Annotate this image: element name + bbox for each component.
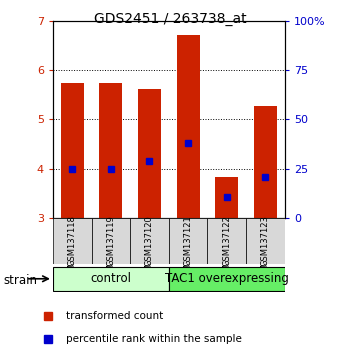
- Text: GSM137118: GSM137118: [68, 215, 77, 266]
- Text: control: control: [90, 272, 131, 285]
- Bar: [169, 218, 207, 264]
- Text: percentile rank within the sample: percentile rank within the sample: [66, 334, 242, 344]
- Bar: [207, 218, 246, 264]
- Bar: [99, 82, 122, 218]
- Bar: [254, 106, 277, 218]
- Text: GSM137121: GSM137121: [183, 215, 193, 266]
- Text: GSM137120: GSM137120: [145, 215, 154, 266]
- Bar: [61, 82, 84, 218]
- Bar: [53, 218, 91, 264]
- Bar: [169, 267, 285, 291]
- Text: GSM137123: GSM137123: [261, 215, 270, 266]
- Bar: [130, 218, 169, 264]
- Bar: [177, 35, 200, 218]
- Text: TAC1 overexpressing: TAC1 overexpressing: [165, 272, 289, 285]
- Bar: [53, 267, 169, 291]
- Text: transformed count: transformed count: [66, 311, 163, 321]
- Text: GSM137119: GSM137119: [106, 215, 115, 266]
- Text: strain: strain: [3, 274, 38, 287]
- Text: GDS2451 / 263738_at: GDS2451 / 263738_at: [94, 12, 247, 27]
- Bar: [91, 218, 130, 264]
- Bar: [215, 177, 238, 218]
- Bar: [246, 218, 285, 264]
- Bar: [138, 89, 161, 218]
- Text: GSM137122: GSM137122: [222, 215, 231, 266]
